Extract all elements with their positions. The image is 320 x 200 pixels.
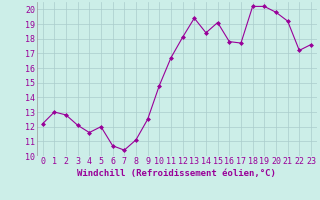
- X-axis label: Windchill (Refroidissement éolien,°C): Windchill (Refroidissement éolien,°C): [77, 169, 276, 178]
